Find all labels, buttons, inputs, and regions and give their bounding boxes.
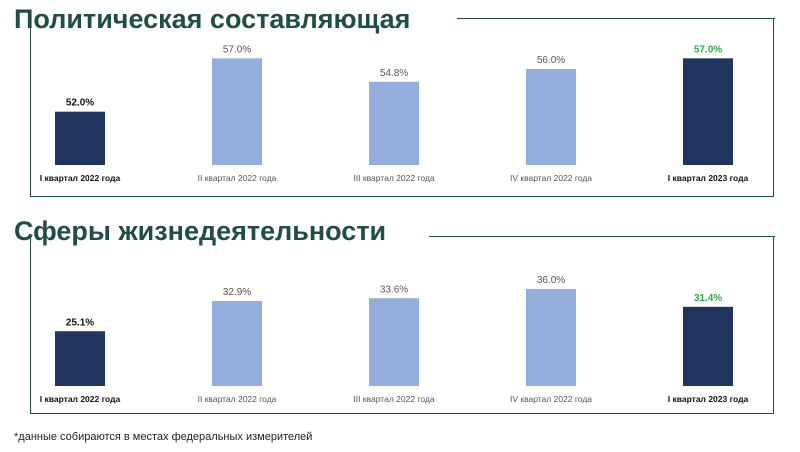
footnote: *данные собираются в местах федеральных … (14, 431, 313, 443)
category-label: I квартал 2022 года (40, 394, 121, 404)
panel-top-line (428, 236, 775, 237)
bar (369, 298, 419, 386)
category-label: I квартал 2023 года (668, 173, 749, 183)
chart-panel-political (30, 18, 775, 197)
chart-panel-spheres (30, 236, 775, 414)
data-label: 57.0% (694, 44, 722, 55)
panel-top-line (456, 18, 775, 19)
category-label: II квартал 2022 года (198, 173, 277, 183)
chart-spheres: 25.1% I квартал 2022 года 32.9% II квартал … (40, 275, 749, 404)
data-label: 56.0% (537, 55, 565, 66)
category-label: IV квартал 2022 года (510, 173, 592, 183)
data-label: 57.0% (223, 44, 251, 55)
category-label: IV квартал 2022 года (510, 394, 592, 404)
bar (683, 58, 733, 166)
bar (526, 288, 576, 386)
data-label: 33.6% (380, 284, 408, 295)
chart-political: 52.0% I квартал 2022 года 57.0% II квартал … (40, 44, 749, 183)
bar (212, 300, 262, 386)
data-label: 54.8% (380, 68, 408, 79)
category-label: III квартал 2022 года (353, 173, 434, 183)
category-label: I квартал 2022 года (40, 173, 121, 183)
data-label: 52.0% (66, 98, 94, 109)
bar (526, 69, 576, 165)
data-label: 32.9% (223, 287, 251, 298)
bar (683, 306, 733, 386)
bar (55, 331, 105, 386)
data-label: 25.1% (66, 317, 94, 328)
category-label: III квартал 2022 года (353, 394, 434, 404)
section-title-political: Политическая составляющая (14, 4, 411, 34)
bar (369, 81, 419, 165)
bar (55, 111, 105, 165)
data-label: 36.0% (537, 275, 565, 286)
category-label: I квартал 2023 года (668, 394, 749, 404)
data-label: 31.4% (694, 293, 722, 304)
section-title-spheres: Сферы жизнедеятельности (14, 216, 387, 246)
category-label: II квартал 2022 года (198, 394, 277, 404)
bar (212, 58, 262, 166)
